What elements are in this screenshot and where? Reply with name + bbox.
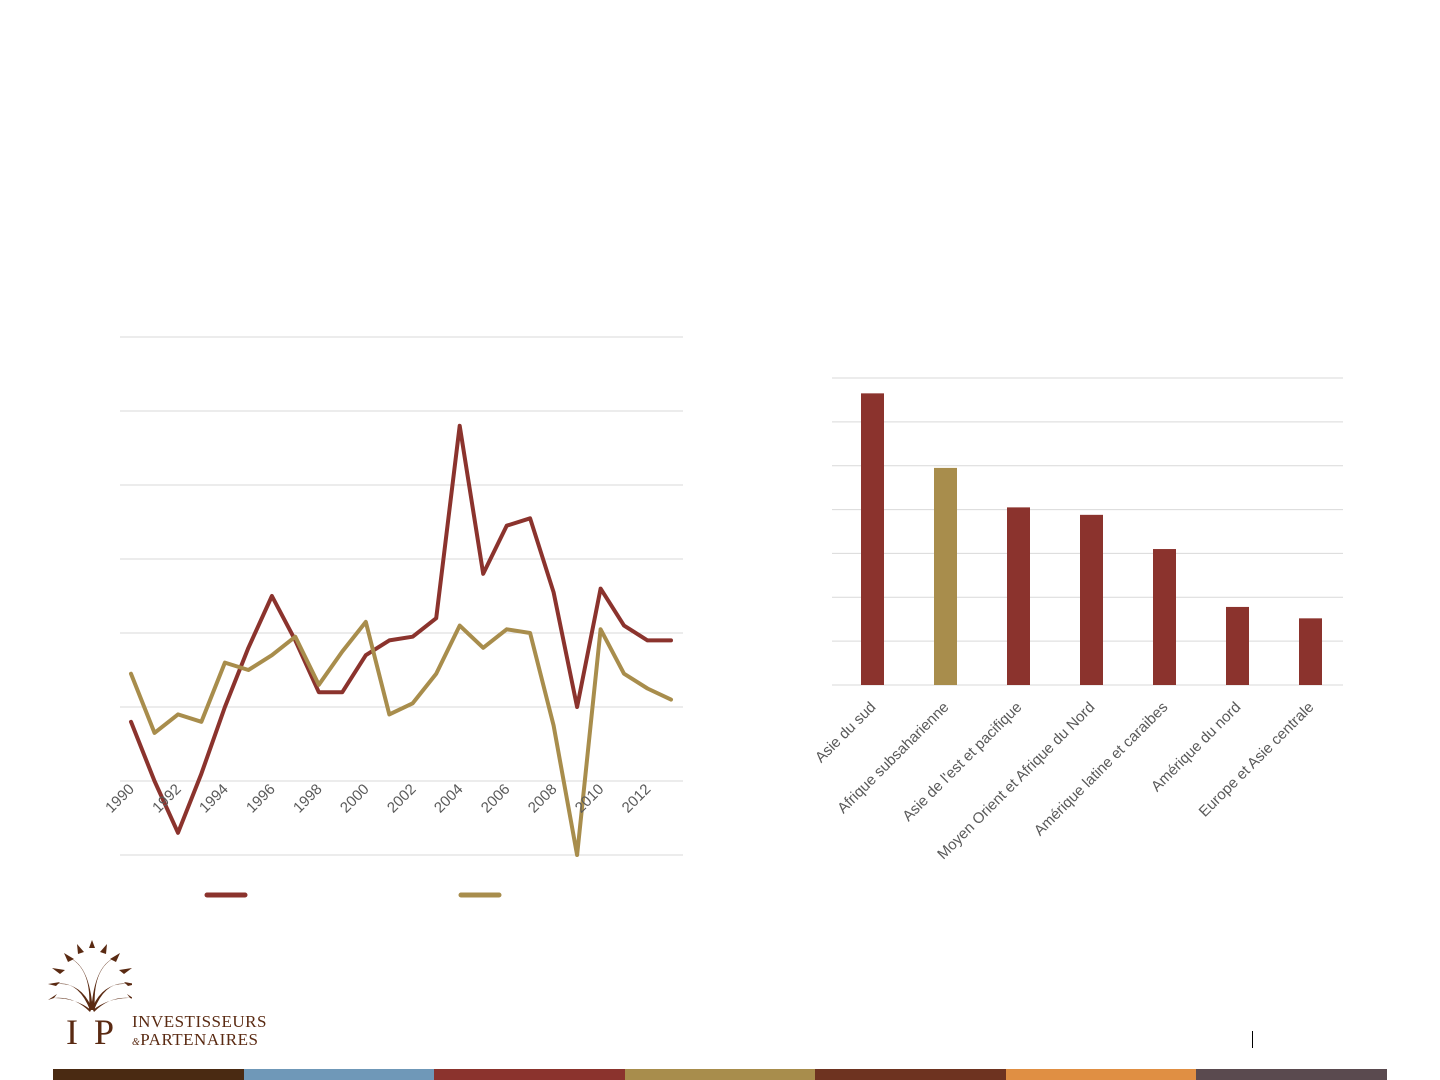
line-point — [387, 712, 391, 716]
x-tick-label: 2002 — [384, 781, 420, 817]
line-point — [622, 624, 626, 628]
line-point — [575, 705, 579, 709]
line-point — [411, 701, 415, 705]
bar — [934, 467, 957, 685]
x-tick-label: 2010 — [572, 781, 608, 817]
bar — [1299, 618, 1322, 685]
logo-monogram: I — [66, 1012, 78, 1052]
footer-color-segment — [1005, 1069, 1197, 1080]
line-point — [481, 572, 485, 576]
line-point — [552, 590, 556, 594]
logo-partenaires-text: PARTENAIRES — [140, 1030, 259, 1049]
line-point — [528, 516, 532, 520]
line-point — [364, 620, 368, 624]
line-point — [152, 779, 156, 783]
line-point — [199, 772, 203, 776]
x-tick-label: 2012 — [619, 781, 655, 817]
line-point — [270, 594, 274, 598]
category-label: Moyen Orient et Afrique du Nord — [934, 699, 1098, 863]
footer-color-segment — [815, 1069, 1006, 1080]
line-series-2 — [129, 619, 673, 857]
line-point — [505, 627, 509, 631]
x-tick-label: 2000 — [337, 781, 373, 817]
line-point — [505, 524, 509, 528]
x-tick-label: 2008 — [525, 781, 561, 817]
line-point — [176, 831, 180, 835]
line-point — [552, 724, 556, 727]
footer-color-bar — [53, 1069, 1388, 1080]
line-point — [293, 635, 297, 639]
line-point — [129, 720, 133, 724]
footer-color-segment — [243, 1069, 435, 1080]
line-point — [669, 698, 673, 702]
line-point — [152, 731, 156, 735]
footer-color-segment — [53, 1069, 244, 1080]
line-chart: 1990 1992 1994 1996 1998 2000 2002 2004 2006 2008… — [102, 336, 683, 898]
line-point — [669, 638, 673, 642]
bar — [1007, 507, 1030, 685]
line-point — [434, 616, 438, 620]
line-chart-series — [129, 423, 673, 857]
line-point — [411, 635, 415, 639]
line-point — [434, 672, 438, 676]
line-point — [622, 672, 626, 676]
line-point — [317, 690, 321, 694]
bar — [1226, 606, 1249, 685]
line-point — [129, 672, 133, 676]
category-label: Asie de l'est et pacifique — [899, 699, 1025, 825]
line-point — [528, 631, 532, 635]
page-number-separator — [1252, 1031, 1253, 1048]
line-point — [481, 646, 485, 650]
line-point — [223, 661, 227, 665]
footer-color-segment — [1196, 1069, 1388, 1080]
line-point — [387, 638, 391, 642]
company-logo: I P INVESTISSEURS &PARTENAIRES — [48, 940, 298, 1052]
category-label: Amérique latine et caraibes — [1031, 699, 1172, 840]
line-point — [340, 690, 344, 694]
line-point — [246, 668, 250, 672]
line-point — [317, 683, 321, 687]
line-point — [199, 720, 203, 724]
line-point — [223, 705, 227, 709]
x-tick-label: 1996 — [243, 781, 279, 817]
bar — [861, 393, 884, 685]
palm-tree-icon: I P — [48, 940, 132, 1052]
line-point — [599, 587, 603, 591]
x-tick-label: 2006 — [478, 781, 514, 817]
line-point — [458, 424, 462, 428]
line-point — [246, 646, 250, 650]
x-tick-label: 1994 — [196, 781, 232, 817]
x-tick-label: 2004 — [431, 781, 467, 817]
bar-chart-bars — [861, 393, 1322, 685]
x-tick-label: 1998 — [290, 781, 326, 817]
line-point — [646, 638, 650, 642]
line-point — [458, 624, 462, 628]
logo-ampersand: & — [132, 1037, 141, 1048]
line-point — [340, 650, 344, 653]
svg-text:P: P — [94, 1012, 114, 1052]
bar — [1080, 514, 1103, 685]
logo-line-investisseurs: INVESTISSEURS — [132, 1012, 267, 1031]
bar — [1153, 549, 1176, 685]
line-point — [575, 853, 579, 857]
line-point — [270, 653, 274, 657]
x-tick-label: 1990 — [102, 781, 138, 817]
footer-color-segment — [624, 1069, 816, 1080]
category-label: Asie du sud — [812, 699, 879, 766]
logo-line-partenaires: &PARTENAIRES — [132, 1030, 258, 1050]
footer-color-segment — [434, 1069, 625, 1080]
line-point — [646, 687, 650, 690]
line-series-1 — [129, 423, 673, 835]
line-point — [364, 653, 368, 657]
line-point — [176, 712, 180, 716]
line-point — [599, 627, 603, 631]
